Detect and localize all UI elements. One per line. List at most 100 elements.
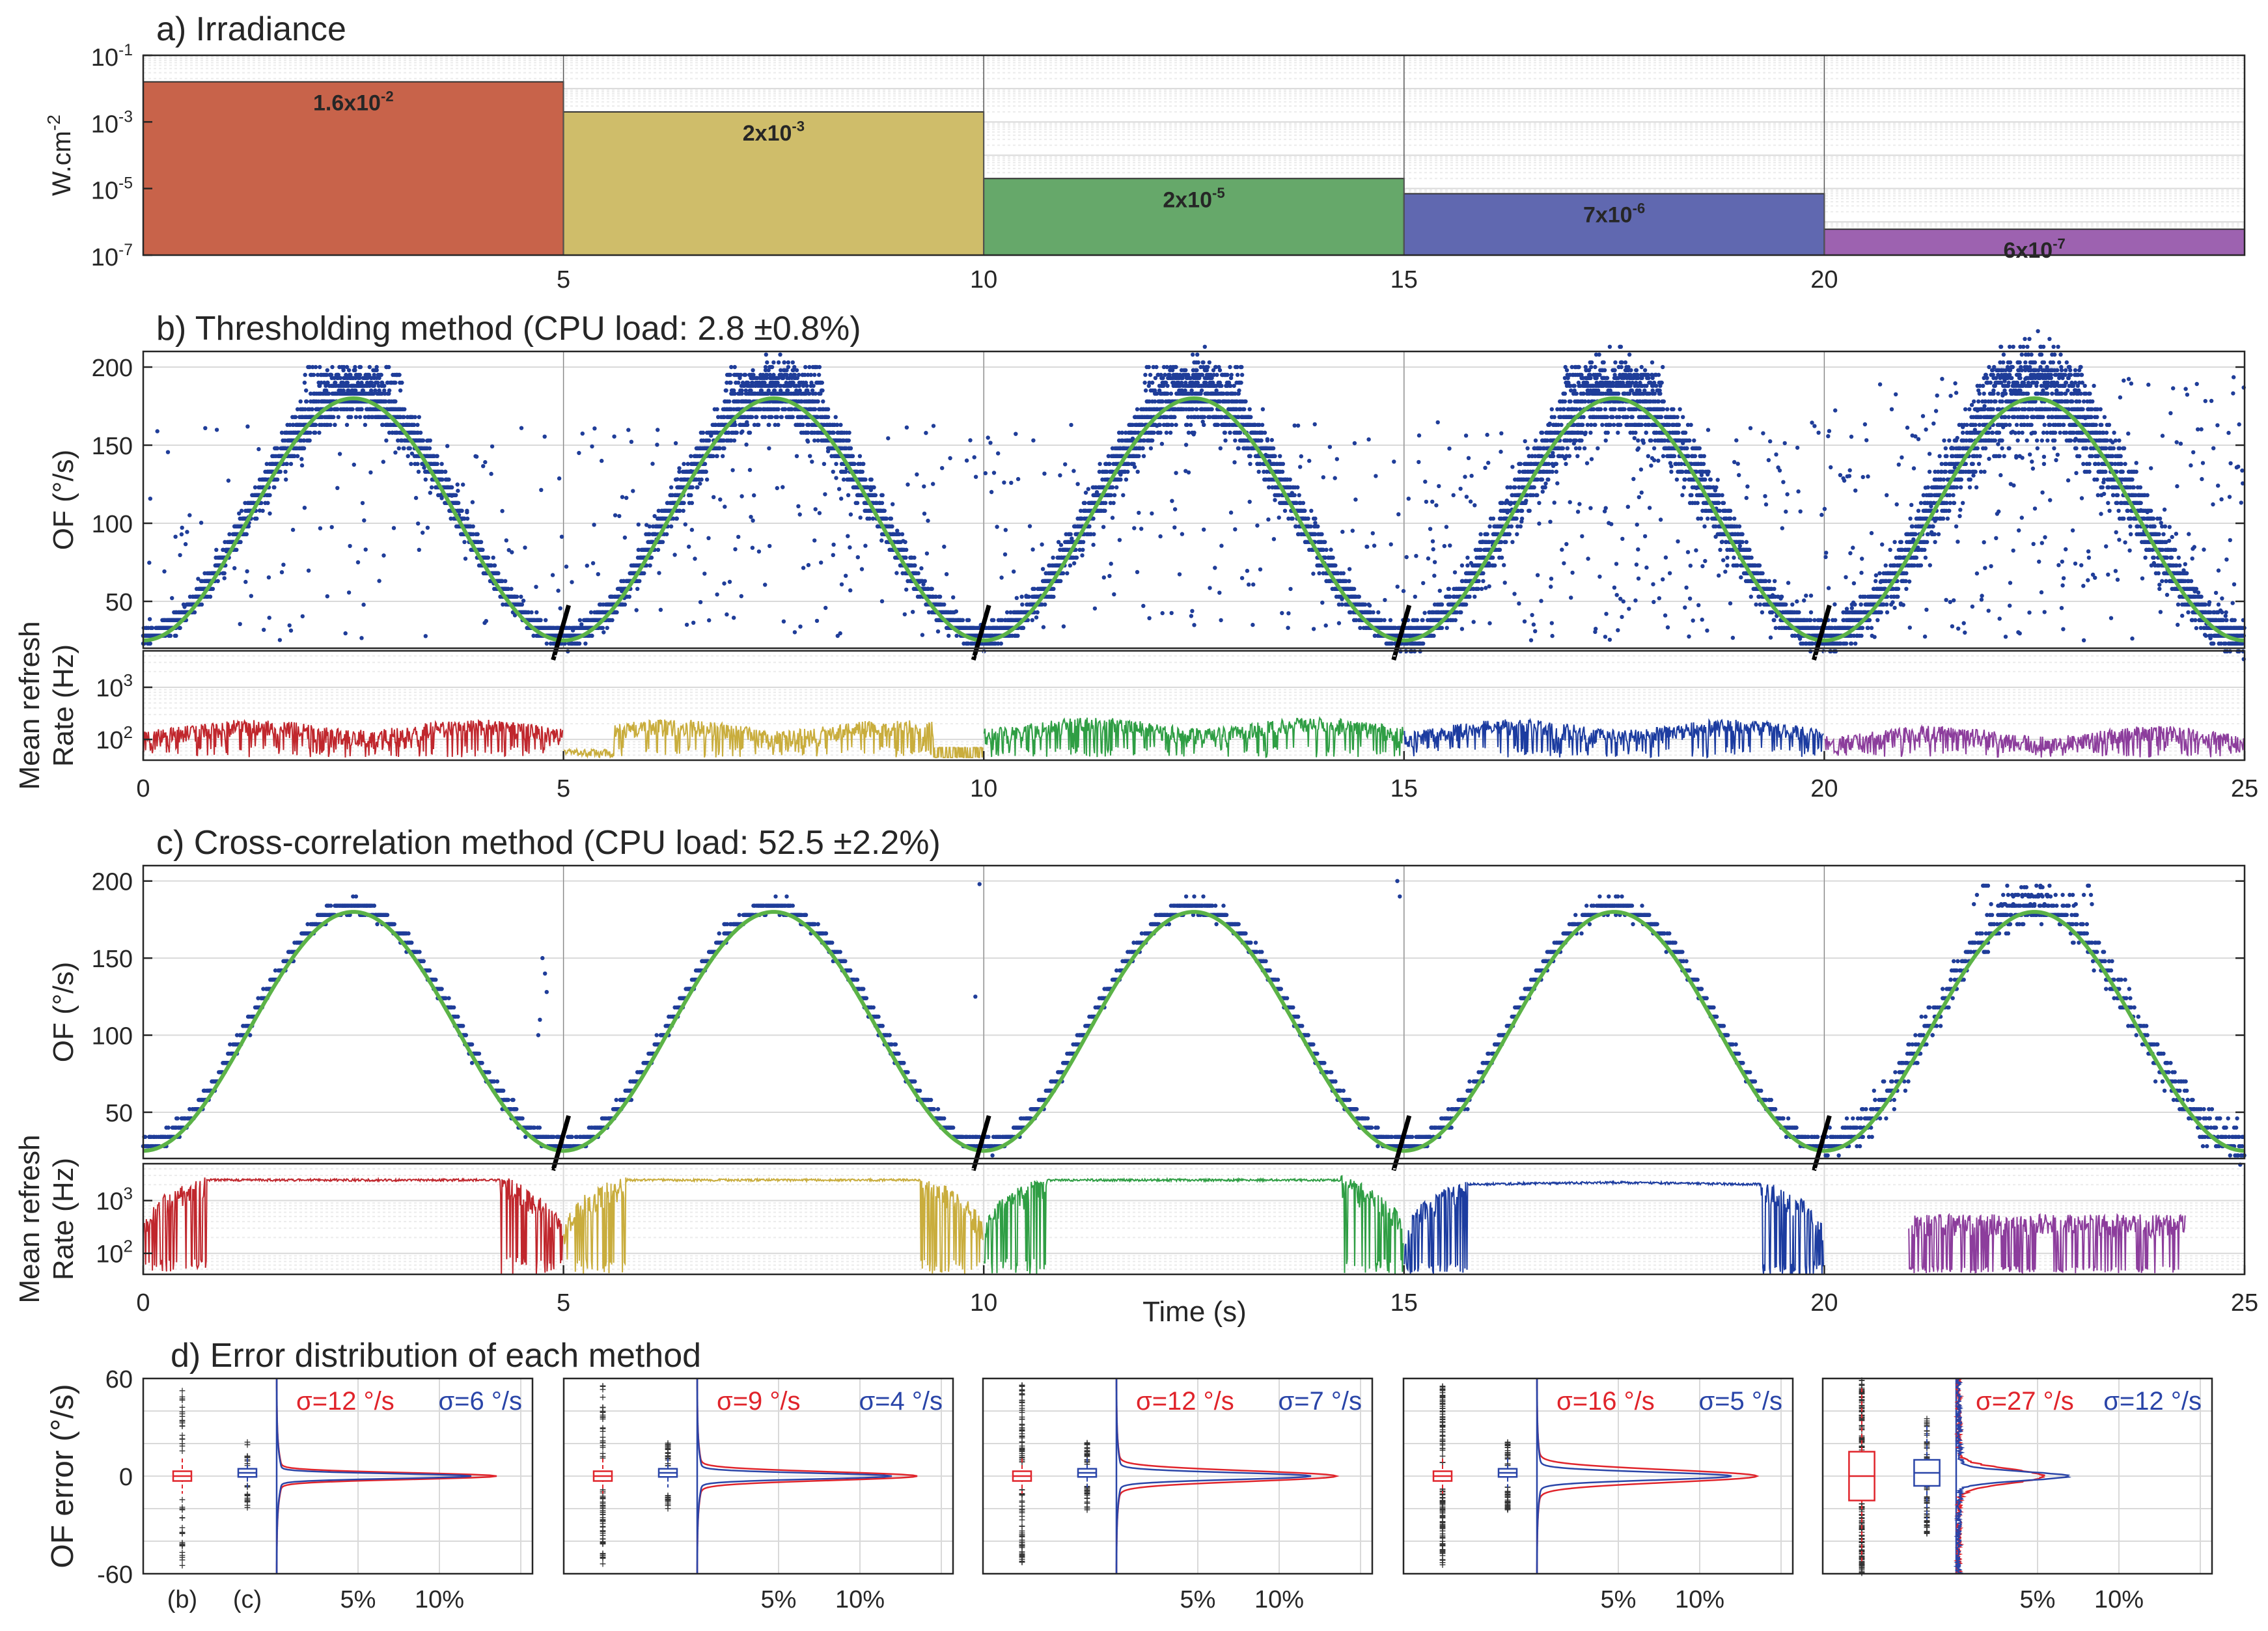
of-measurement-point [733,547,738,552]
of-measurement-point [185,530,189,534]
of-measurement-point [769,415,774,419]
of-measurement-point [860,469,865,474]
of-measurement-point [521,598,526,603]
of-measurement-point [344,422,350,427]
of-measurement-point [624,495,629,500]
of-measurement-point [362,518,366,523]
of-measurement-point [689,527,695,532]
y-tick-label: 10-7 [91,241,133,271]
of-measurement-point [343,631,348,636]
of-measurement-point [570,580,574,584]
of-measurement-point [682,500,686,505]
of-measurement-point [387,364,391,370]
of-measurement-point [150,625,155,630]
of-measurement-point [580,432,585,436]
of-measurement-point [736,534,741,540]
of-measurement-point [848,512,853,517]
of-measurement-point [715,592,719,597]
of-measurement-point [658,607,663,612]
y-tick-label: 10-5 [91,175,133,205]
of-measurement-point [222,571,227,575]
of-measurement-point [786,360,791,364]
of-measurement-point [776,360,781,364]
of-measurement-point [402,407,407,411]
of-measurement-point [622,602,628,607]
of-measurement-point [872,485,876,489]
of-measurement-point [642,571,646,575]
of-measurement-point [490,444,495,449]
of-measurement-point [732,616,736,620]
of-measurement-point [656,428,660,432]
of-measurement-point [357,372,363,377]
of-measurement-point [796,372,801,377]
of-measurement-point [740,429,745,434]
irradiance-label: 7x10-6 [1583,200,1645,227]
of-measurement-point [245,569,249,573]
of-measurement-point [820,380,825,385]
of-measurement-point [727,399,732,404]
of-measurement-point [402,446,406,450]
of-measurement-point [238,540,243,544]
of-measurement-point [178,553,182,558]
of-measurement-point [810,459,814,464]
of-measurement-point [214,547,219,552]
of-measurement-point [514,594,519,599]
of-measurement-point [147,560,152,565]
of-measurement-point [406,454,410,458]
of-measurement-point [284,461,289,466]
of-measurement-point [792,630,797,635]
of-measurement-point [382,383,387,388]
of-measurement-point [790,360,795,364]
of-measurement-point [413,495,419,500]
of-measurement-point [577,641,582,646]
of-measurement-point [880,493,885,497]
of-measurement-point [447,477,451,482]
irradiance-bar [143,81,564,256]
of-measurement-point [481,464,486,469]
x-tick-label: 10 [970,266,997,294]
of-measurement-point [732,364,737,370]
of-measurement-point [846,438,851,443]
of-measurement-point [465,516,470,521]
of-measurement-point [325,594,329,599]
of-measurement-point [873,493,878,497]
of-measurement-point [727,579,732,584]
of-measurement-point [747,430,753,435]
of-measurement-point [738,372,743,377]
of-measurement-point [776,407,781,411]
of-measurement-point [539,487,544,492]
of-measurement-point [749,415,754,419]
of-measurement-point [831,430,836,435]
of-measurement-point [368,470,373,475]
of-measurement-point [544,641,549,646]
of-measurement-point [855,555,861,560]
of-measurement-point [279,430,284,435]
of-measurement-point [475,532,480,536]
of-measurement-point [496,571,501,575]
of-measurement-point [763,582,768,587]
of-measurement-point [147,617,152,622]
of-measurement-point [510,550,514,555]
of-measurement-point [782,360,786,364]
of-measurement-point [629,439,634,444]
of-measurement-point [732,391,737,396]
of-measurement-point [148,641,152,646]
of-measurement-point [733,422,738,427]
of-measurement-point [534,584,538,589]
of-measurement-point [723,504,727,509]
of-measurement-point [620,495,625,499]
of-measurement-point [381,553,386,558]
of-measurement-point [421,530,425,535]
of-measurement-point [361,602,366,607]
of-measurement-point [259,500,264,505]
of-measurement-point [353,364,357,370]
of-measurement-point [384,438,389,443]
of-measurement-point [728,380,733,385]
of-measurement-point [336,415,340,419]
of-measurement-point [585,564,589,568]
of-measurement-point [751,518,755,523]
of-measurement-point [797,512,802,517]
of-measurement-point [428,491,432,495]
of-measurement-point [683,522,688,527]
